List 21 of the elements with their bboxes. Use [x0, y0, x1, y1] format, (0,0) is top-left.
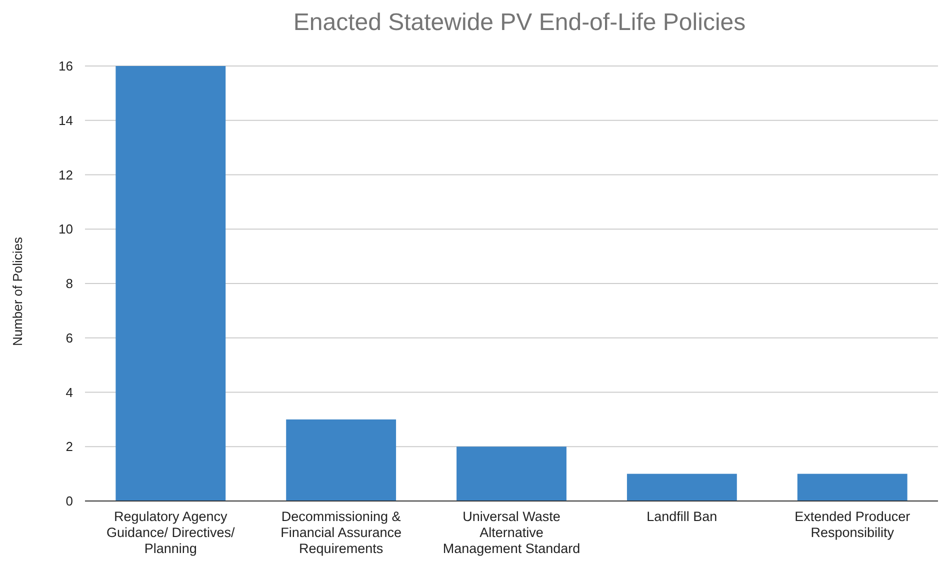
y-tick-label: 2	[66, 439, 73, 454]
y-tick-label: 10	[58, 222, 73, 237]
bar	[626, 474, 737, 501]
bar	[286, 419, 396, 501]
y-tick-label: 0	[66, 494, 73, 509]
x-tick-label: Extended Producer Responsibility	[794, 509, 911, 540]
y-tick-label: 12	[58, 167, 73, 182]
bar	[797, 474, 908, 501]
x-tick-label: Landfill Ban	[646, 509, 718, 524]
y-tick-label: 14	[58, 112, 73, 128]
bar	[456, 446, 566, 501]
y-tick-label: 6	[66, 330, 73, 346]
x-tick-label: Decommissioning & Financial Assurance Requirements	[280, 509, 402, 556]
y-tick-label: 4	[66, 384, 73, 400]
bar	[116, 66, 226, 501]
y-axis-title: Number of Policies	[10, 236, 25, 346]
x-tick-label: Universal Waste Alternative Management Standard	[442, 509, 580, 556]
x-tick-label: Regulatory Agency Guidance/ Directives/ Planning	[106, 509, 236, 556]
chart-title: Enacted Statewide PV End-of-Life Policies	[293, 9, 746, 36]
y-tick-label: 8	[66, 276, 73, 292]
y-tick-label: 16	[58, 58, 73, 74]
